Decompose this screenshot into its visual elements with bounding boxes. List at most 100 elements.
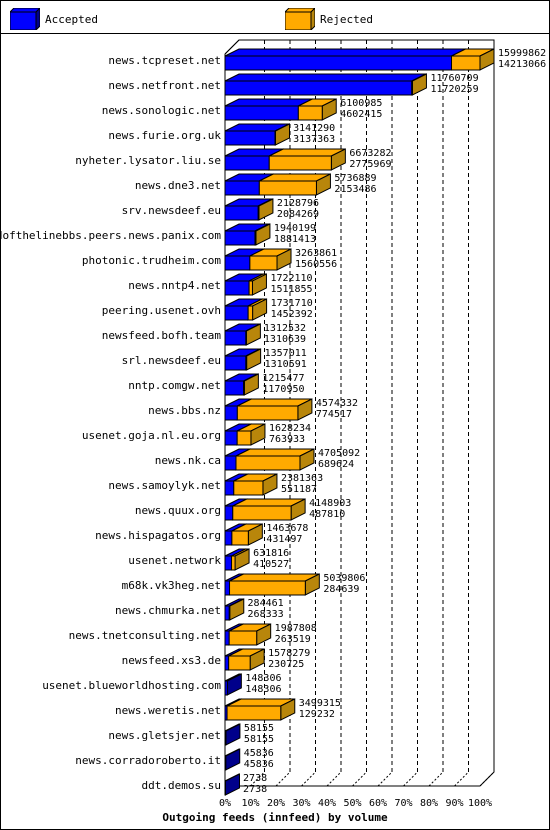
x-tick-label: 90% [445,798,463,809]
value-label-total: 1578279 [268,648,310,659]
value-label-total: 4574332 [316,398,358,409]
bar-rejected [232,505,292,521]
value-label-accepted: 2084269 [277,209,319,220]
value-label-total: 1312532 [264,323,306,334]
host-label: newsfeed.bofh.team [102,329,222,342]
value-label-total: 3263861 [295,248,337,259]
value-label-total: 3141290 [293,123,335,134]
legend-swatch-accepted [10,8,40,30]
value-label-accepted: 268333 [248,609,284,620]
grid-floor-line [479,771,495,787]
bar-rejected [236,430,252,446]
value-label-total: 1722110 [270,273,312,284]
bar-accepted [224,130,276,146]
bar-accepted-top [224,98,313,107]
value-label-total: 11760709 [430,73,478,84]
bar-accepted [224,155,270,171]
value-label-accepted: 1452392 [271,309,313,320]
x-tick-label: 60% [369,798,387,809]
bar-rejected [235,455,301,471]
x-tick-label: 100% [468,798,492,809]
grid-floor-line [377,771,393,787]
value-label-total: 148306 [245,673,281,684]
value-label-accepted: 263519 [275,634,311,645]
x-tick-label: 30% [292,798,310,809]
bar-accepted [224,380,245,396]
value-label-total: 15999862 [498,48,546,59]
bar-accepted [224,205,259,221]
value-label-accepted: 1881413 [274,234,316,245]
bar-rejected [226,705,282,721]
x-tick-label: 70% [394,798,412,809]
bar-accepted-top [224,48,466,57]
host-label: news.furie.org.uk [108,129,221,142]
x-tick-label: 50% [343,798,361,809]
value-label-accepted: 1511855 [270,284,312,295]
value-label-total: 58155 [244,723,274,734]
bar-accepted [224,505,234,521]
bar-rejected-top [229,573,320,582]
value-label-total: 2128796 [277,198,319,209]
bar-rejected [228,605,231,621]
value-label-accepted: 1560556 [295,259,337,270]
bar-accepted [224,180,260,196]
host-label: news.dne3.net [135,179,221,192]
value-label-total: 3499315 [299,698,341,709]
value-label-accepted: 3137363 [293,134,335,145]
host-label: nntp.comgw.net [128,379,221,392]
bar-accepted [224,430,238,446]
value-label-total: 1463678 [266,523,308,534]
bar-rejected [229,580,306,596]
value-label-accepted: 774517 [316,409,352,420]
bar-accepted [224,480,235,496]
host-label: news.nk.ca [155,454,221,467]
value-label-accepted: 58155 [244,734,274,745]
bar-accepted [224,230,256,246]
bar-accepted [224,105,299,121]
bar-rejected [228,655,251,671]
x-tick-label: 0% [219,798,231,809]
value-label-total: 5736889 [334,173,376,184]
value-label-accepted: 148306 [245,684,281,695]
bar-rejected [274,130,277,146]
value-label-accepted: 2153486 [334,184,376,195]
grid-floor-line [352,771,367,787]
value-label-accepted: 14213066 [498,59,546,70]
bar-accepted [224,355,247,371]
grid-floor-line [275,771,291,787]
bar-accepted [224,780,226,796]
bar-accepted [224,555,233,571]
bar-rejected [245,330,247,346]
value-label-total: 1215477 [262,373,304,384]
value-label-accepted: 4602415 [340,109,382,120]
grid-floor-line [403,771,418,787]
value-label-accepted: 431497 [266,534,302,545]
value-label-accepted: 689624 [318,459,354,470]
legend-swatch-rejected [285,8,315,30]
bar-rejected [243,380,245,396]
bar-accepted-side [225,773,240,796]
host-label: endofthelinebbs.peers.news.panix.com [0,229,221,242]
value-label-accepted: 284639 [323,584,359,595]
bar-accepted-side [225,748,241,771]
host-label: usenet.goja.nl.eu.org [82,429,221,442]
grid-floor-line [454,771,469,787]
bar-accepted [224,655,230,671]
value-label-accepted: 129232 [299,709,335,720]
value-label-accepted: 1310591 [265,359,307,370]
value-label-accepted: 551187 [281,484,317,495]
bar-rejected [228,630,258,646]
bar-accepted-side [226,673,242,696]
x-tick-label: 20% [267,798,285,809]
host-label: news.tnetconsulting.net [69,629,221,642]
value-label-accepted: 1310639 [264,334,306,345]
bar-accepted [224,80,413,96]
bar-rejected [249,255,278,271]
chart-title: Outgoing feeds (innfeed) by volume [162,811,388,824]
value-label-accepted: 2738 [243,784,267,795]
x-tick-label: 40% [318,798,336,809]
host-label: news.gletsjer.net [108,729,221,742]
bar-rejected [411,80,413,96]
value-label-total: 1628234 [269,423,311,434]
value-label-total: 631816 [253,548,289,559]
